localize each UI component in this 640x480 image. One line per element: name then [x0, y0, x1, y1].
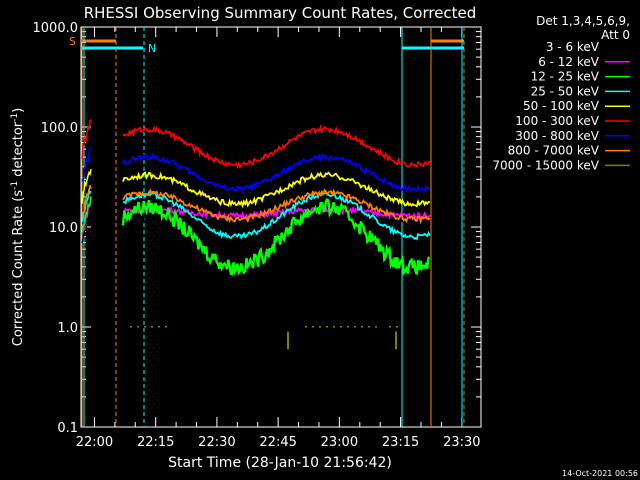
- chart-title: RHESSI Observing Summary Count Rates, Co…: [84, 4, 477, 22]
- series-line: [121, 197, 430, 277]
- x-tick-label: 23:15: [382, 435, 419, 450]
- data-point: [389, 326, 391, 328]
- x-tick-label: 22:15: [137, 435, 174, 450]
- legend-label: 12 - 25 keV: [531, 70, 600, 84]
- series-line-segment: [81, 168, 92, 204]
- y-axis-ticks: 0.1 1.0 10.0 100.0 1000.0: [33, 21, 481, 436]
- legend-label: 7000 - 15000 keV: [492, 158, 599, 172]
- y-axis-label: Corrected Count Rate (s-1 detector-1): [10, 108, 26, 346]
- series-line-segment: [81, 184, 92, 218]
- series-line: [122, 152, 431, 195]
- legend-label: 100 - 300 keV: [515, 114, 599, 128]
- night-flag-label: N: [148, 42, 156, 55]
- series-lines: [81, 118, 431, 350]
- data-point: [354, 326, 356, 328]
- data-point: [375, 326, 377, 328]
- series-line: [122, 187, 431, 225]
- legend-label: 50 - 100 keV: [523, 99, 600, 113]
- y-tick-label: 100.0: [41, 121, 78, 136]
- saa-flag-label: S: [69, 35, 76, 48]
- legend-label: 25 - 50 keV: [531, 84, 600, 98]
- series-line: [122, 123, 431, 169]
- data-point: [347, 326, 349, 328]
- data-point: [333, 326, 335, 328]
- legend-label: 300 - 800 keV: [515, 129, 599, 143]
- y-tick-label: 1000.0: [33, 21, 79, 36]
- data-point: [396, 326, 398, 328]
- x-tick-label: 22:00: [76, 435, 113, 450]
- data-point: [137, 326, 139, 328]
- x-tick-label: 22:45: [259, 435, 296, 450]
- data-point: [305, 326, 307, 328]
- legend-label: 6 - 12 keV: [538, 55, 600, 69]
- series-line-segment: [81, 196, 92, 233]
- series-line: [122, 190, 431, 241]
- plot-frame: [80, 26, 482, 428]
- data-point: [340, 326, 342, 328]
- x-tick-label: 23:00: [321, 435, 358, 450]
- attenuator-state: Att 0: [601, 28, 630, 42]
- detector-list: Det 1,3,4,5,6,9,: [536, 14, 630, 28]
- data-point: [130, 326, 132, 328]
- data-point: [144, 326, 146, 328]
- data-point: [361, 326, 363, 328]
- data-point: [312, 326, 314, 328]
- x-axis-ticks: 22:00 22:15 22:30 22:45 23:00 23:15 23:30: [76, 27, 481, 450]
- x-axis-label: Start Time (28-Jan-10 21:56:42): [168, 455, 392, 471]
- y-tick-label: 0.1: [57, 421, 78, 436]
- data-point: [158, 326, 160, 328]
- orbit-flags: SN: [69, 27, 465, 427]
- series-line: [122, 171, 431, 209]
- series-line-segment: [81, 146, 92, 185]
- x-tick-label: 23:30: [443, 435, 480, 450]
- data-point: [326, 326, 328, 328]
- legend-label: 800 - 7000 keV: [508, 144, 600, 158]
- y-tick-label: 10.0: [49, 221, 78, 236]
- x-tick-label: 22:30: [198, 435, 235, 450]
- data-point: [368, 326, 370, 328]
- data-point: [151, 326, 153, 328]
- legend-label: 3 - 6 keV: [546, 40, 600, 54]
- data-point: [319, 326, 321, 328]
- series-line-segment: [81, 212, 92, 244]
- timestamp: 14-Oct-2021 00:56: [562, 469, 638, 478]
- data-point: [165, 326, 167, 328]
- series-line: [130, 326, 398, 350]
- y-tick-label: 1.0: [57, 321, 78, 336]
- series-line-segment: [81, 118, 92, 160]
